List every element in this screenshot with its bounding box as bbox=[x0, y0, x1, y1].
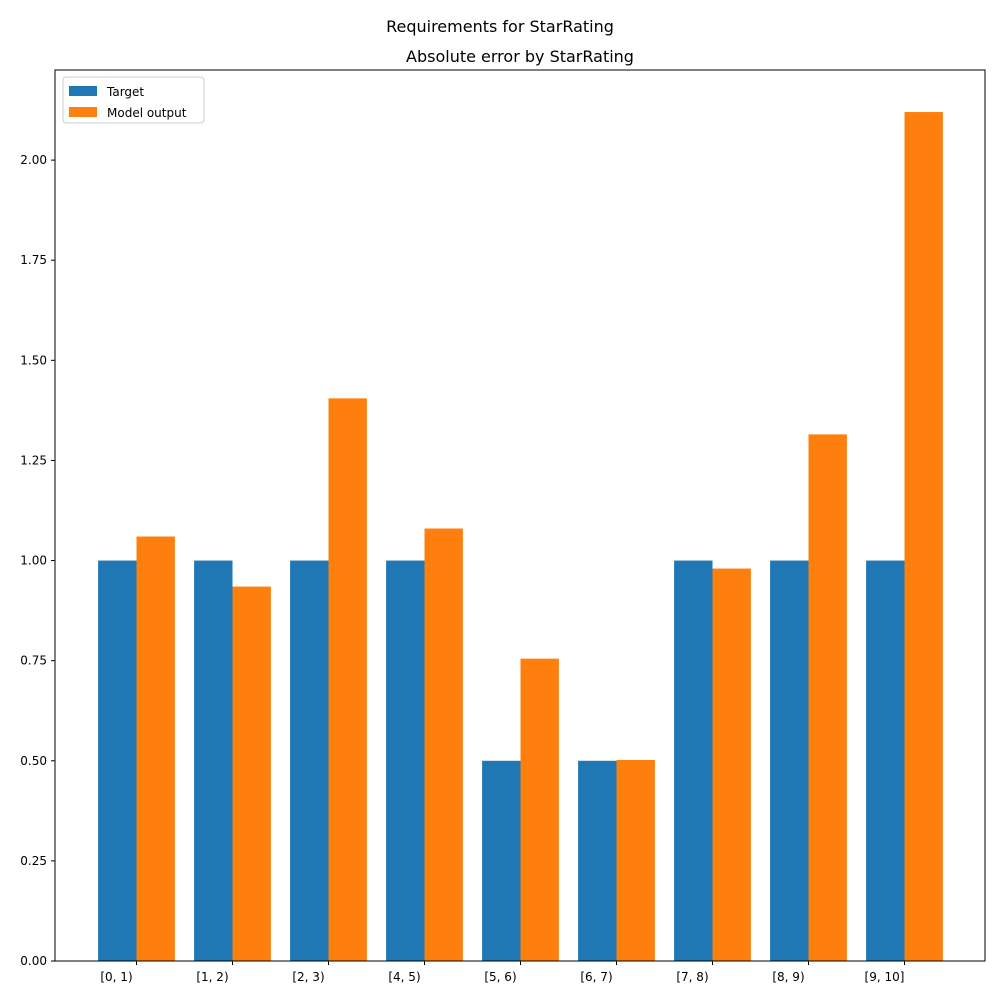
figure-suptitle: Requirements for StarRating bbox=[386, 17, 614, 36]
bar-target-7 bbox=[770, 560, 809, 961]
y-tick-label: 2.00 bbox=[20, 153, 47, 167]
legend-swatch-target bbox=[69, 86, 97, 96]
x-tick-label: [9, 10] bbox=[865, 970, 905, 984]
bar-model-output-1 bbox=[232, 586, 271, 961]
x-tick-label: [5, 6) bbox=[484, 970, 516, 984]
bar-target-8 bbox=[866, 560, 905, 961]
bar-model-output-6 bbox=[712, 568, 751, 961]
y-tick-label: 0.00 bbox=[20, 954, 47, 968]
bar-target-0 bbox=[98, 560, 137, 961]
bar-target-4 bbox=[482, 760, 521, 961]
chart-title: Absolute error by StarRating bbox=[406, 47, 634, 66]
y-tick-label: 0.25 bbox=[20, 854, 47, 868]
bars-group bbox=[98, 112, 943, 962]
y-tick-label: 1.50 bbox=[20, 353, 47, 367]
x-tick-label: [4, 5) bbox=[388, 970, 420, 984]
bar-target-3 bbox=[386, 560, 425, 961]
y-tick-label: 1.75 bbox=[20, 253, 47, 267]
legend: Target Model output bbox=[62, 76, 205, 124]
legend-label-model-output: Model output bbox=[107, 106, 187, 120]
x-tick-label: [6, 7) bbox=[580, 970, 612, 984]
y-tick-label: 0.75 bbox=[20, 654, 47, 668]
y-tick-label: 1.25 bbox=[20, 453, 47, 467]
bar-model-output-3 bbox=[424, 528, 463, 961]
bar-model-output-4 bbox=[520, 658, 559, 961]
legend-box bbox=[62, 76, 205, 124]
bar-target-6 bbox=[674, 560, 713, 961]
bar-model-output-2 bbox=[328, 398, 367, 961]
x-tick-label: [2, 3) bbox=[292, 970, 324, 984]
legend-label-target: Target bbox=[106, 85, 144, 99]
bar-target-5 bbox=[578, 760, 617, 961]
bar-model-output-0 bbox=[136, 536, 175, 961]
y-tick-label: 1.00 bbox=[20, 554, 47, 568]
bar-model-output-7 bbox=[808, 434, 847, 961]
bar-target-2 bbox=[290, 560, 329, 961]
axes-group: 0.00 0.25 0.50 0.75 1.00 1.25 1.50 1.75 2.00 [0, … bbox=[20, 69, 986, 984]
x-tick-label: [8, 9) bbox=[772, 970, 804, 984]
x-tick-label: [0, 1) bbox=[100, 970, 132, 984]
y-tick-label: 0.50 bbox=[20, 754, 47, 768]
bar-model-output-8 bbox=[904, 112, 943, 962]
x-tick-label: [7, 8) bbox=[676, 970, 708, 984]
legend-swatch-model-output bbox=[69, 107, 97, 117]
bar-target-1 bbox=[194, 560, 233, 961]
x-tick-label: [1, 2) bbox=[196, 970, 228, 984]
bar-model-output-5 bbox=[616, 759, 655, 961]
